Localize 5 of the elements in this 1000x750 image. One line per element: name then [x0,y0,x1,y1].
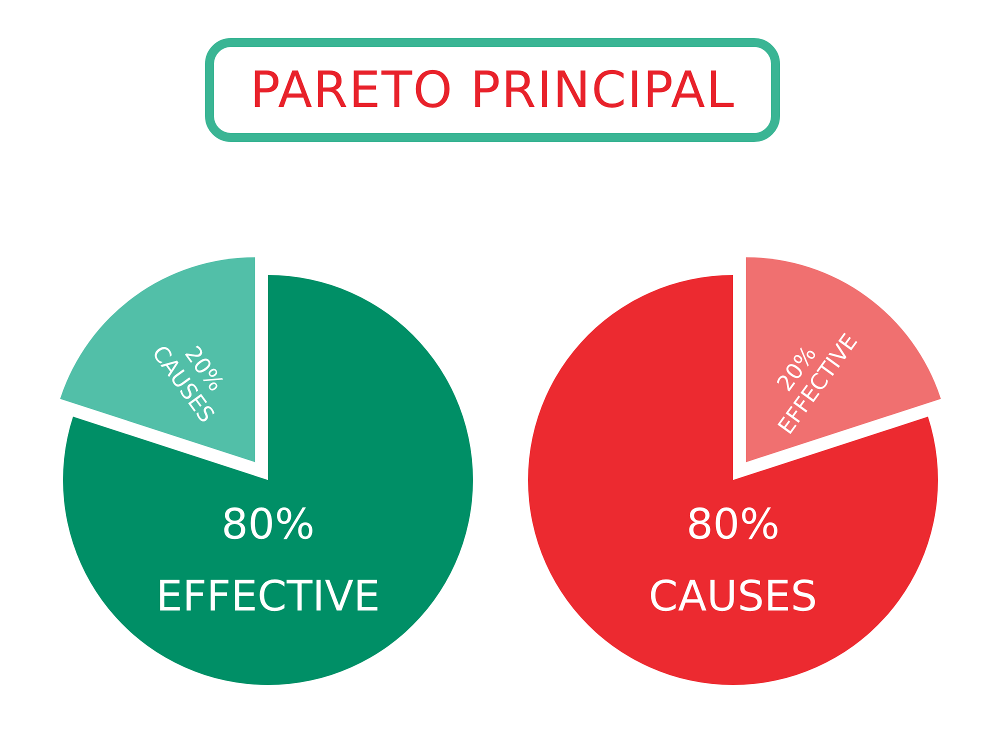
data-label: 80% [221,500,315,548]
chart-title: PARETO PRINCIPAL [205,38,780,142]
data-label: 80% [686,500,780,548]
slice-label: CAUSES [648,572,818,620]
slice-label: EFFECTIVE [156,572,380,620]
